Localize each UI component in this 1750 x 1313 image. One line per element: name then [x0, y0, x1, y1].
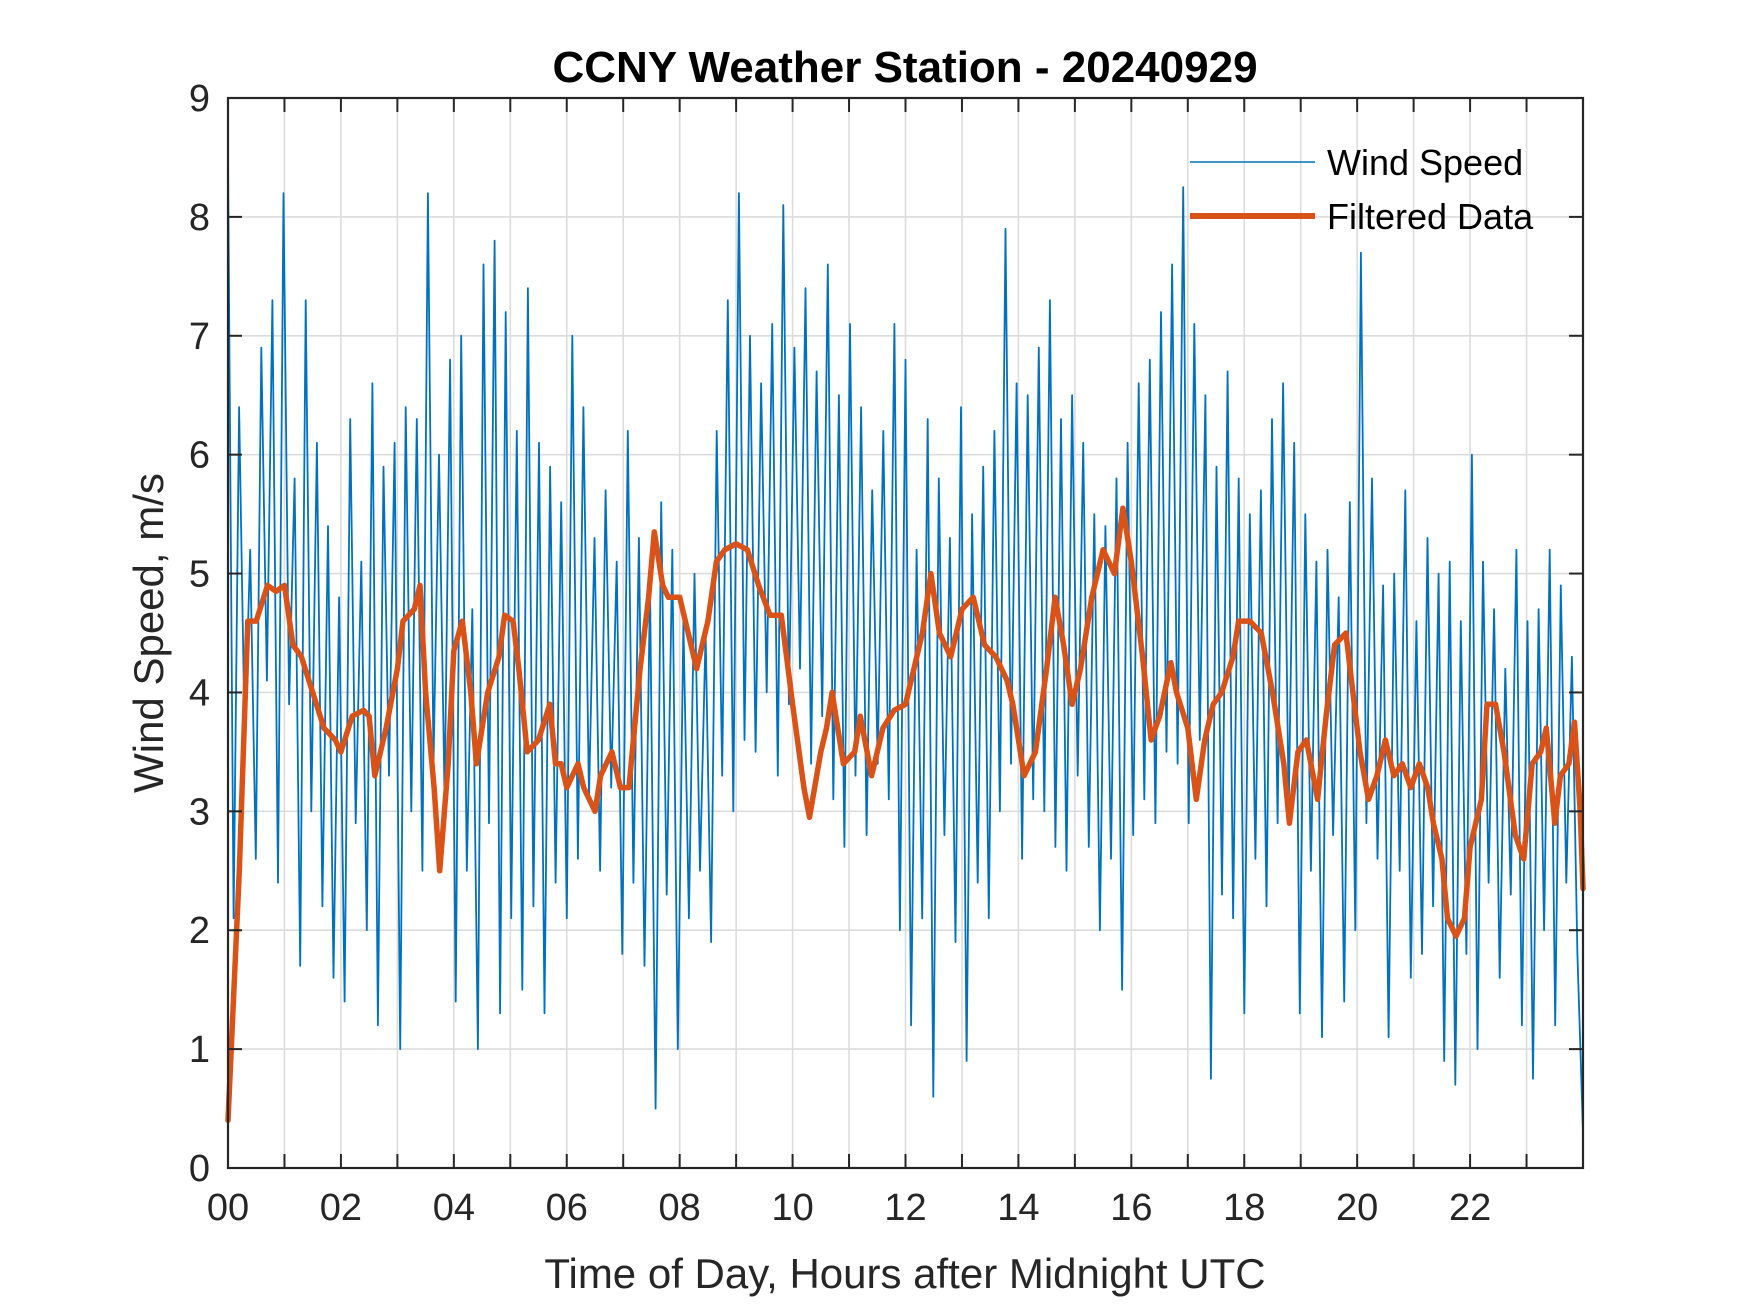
- x-tick-label: 04: [433, 1187, 475, 1229]
- x-tick-label: 20: [1336, 1187, 1378, 1229]
- y-tick-label: 4: [189, 672, 210, 714]
- axis-ticks: [228, 98, 1583, 1168]
- x-tick-labels: 00 02 04 06 08 10 12 14 16 18 20 22: [207, 1187, 1491, 1229]
- x-tick-label: 02: [320, 1187, 362, 1229]
- y-tick-label: 6: [189, 435, 210, 477]
- y-tick-labels: 0 1 2 3 4 5 6 7 8 9: [189, 78, 210, 1190]
- filtered-data-line: [225, 505, 1586, 1124]
- x-axis-label: Time of Day, Hours after Midnight UTC: [544, 1250, 1265, 1297]
- x-tick-label: 12: [884, 1187, 926, 1229]
- gridlines: [228, 98, 1583, 1168]
- y-tick-label: 5: [189, 554, 210, 596]
- x-tick-label: 10: [771, 1187, 813, 1229]
- chart-title: CCNY Weather Station - 20240929: [552, 43, 1257, 92]
- filtered-data-series-layer: [225, 505, 1586, 1124]
- legend-label-wind-speed: Wind Speed: [1327, 142, 1523, 183]
- x-tick-label: 18: [1223, 1187, 1265, 1229]
- y-tick-label: 0: [189, 1148, 210, 1190]
- y-tick-label: 8: [189, 197, 210, 239]
- x-tick-label: 14: [997, 1187, 1039, 1229]
- y-axis-label: Wind Speed, m/s: [125, 473, 172, 793]
- wind-speed-line: [227, 157, 1584, 1133]
- y-tick-label: 2: [189, 910, 210, 952]
- x-tick-label: 00: [207, 1187, 249, 1229]
- x-tick-label: 08: [659, 1187, 701, 1229]
- legend-label-filtered-data: Filtered Data: [1327, 196, 1534, 237]
- legend: Wind Speed Filtered Data: [1190, 142, 1534, 237]
- x-tick-label: 06: [546, 1187, 588, 1229]
- y-tick-label: 7: [189, 316, 210, 358]
- y-tick-label: 9: [189, 78, 210, 120]
- y-tick-label: 1: [189, 1029, 210, 1071]
- wind-speed-series-layer: [227, 157, 1584, 1133]
- x-tick-label: 22: [1449, 1187, 1491, 1229]
- y-tick-label: 3: [189, 791, 210, 833]
- x-tick-label: 16: [1110, 1187, 1152, 1229]
